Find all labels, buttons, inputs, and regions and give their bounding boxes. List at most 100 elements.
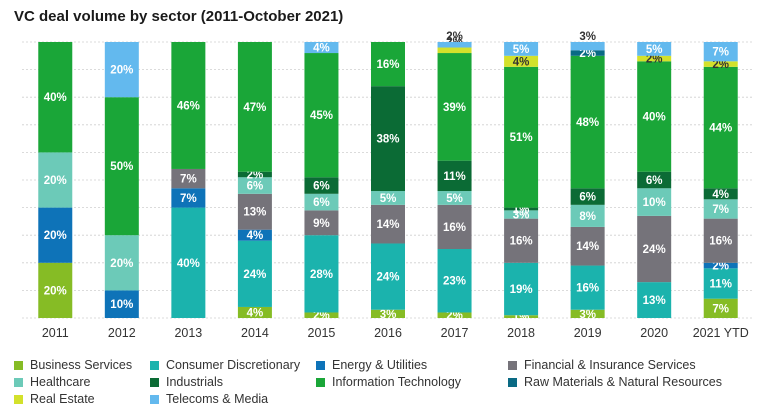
data-label: 40% — [643, 112, 666, 124]
data-label: 6% — [247, 181, 264, 193]
data-label: 3% — [380, 309, 397, 321]
x-tick-label: 2012 — [108, 326, 136, 340]
bar-segment — [504, 66, 539, 208]
legend-swatch — [150, 360, 159, 370]
bar-segment — [504, 262, 539, 316]
x-tick-label: 2015 — [308, 326, 336, 340]
data-label: 16% — [510, 236, 533, 248]
data-label: 7% — [180, 193, 197, 205]
bar-segment — [637, 61, 672, 172]
bar-segment — [504, 210, 539, 219]
bar-segment — [371, 86, 405, 192]
data-label: 40% — [44, 92, 67, 104]
data-label: 4% — [313, 43, 330, 55]
data-label: 10% — [110, 299, 133, 311]
legend-label: Financial & Insurance Services — [524, 358, 696, 372]
legend-label: Business Services — [30, 358, 133, 372]
bar-segment — [703, 268, 738, 299]
bar-segment — [703, 66, 738, 189]
bar-segment — [371, 204, 405, 244]
data-label: 19% — [510, 284, 533, 296]
bar-segment — [171, 168, 206, 189]
legend-item: Financial & Insurance Services — [508, 358, 696, 372]
bar-segment — [171, 188, 206, 208]
data-label: 4% — [712, 189, 729, 201]
legend-swatch — [508, 377, 517, 387]
data-label: 2% — [579, 48, 596, 60]
data-label: 20% — [44, 230, 67, 242]
bar-segment — [237, 306, 272, 318]
bar-segment — [703, 262, 738, 269]
data-label: 45% — [310, 110, 333, 122]
bar-segment — [637, 215, 672, 283]
bar-segment — [637, 42, 672, 56]
legend-label: Consumer Discretionary — [166, 358, 301, 372]
bar-segment — [104, 235, 139, 291]
legend-item: Healthcare — [14, 375, 90, 389]
x-tick-label: 2018 — [507, 326, 535, 340]
data-label: 23% — [443, 276, 466, 288]
data-label: 24% — [376, 272, 399, 284]
x-tick-label: 2016 — [374, 326, 402, 340]
legend-item: Information Technology — [316, 375, 461, 389]
legend-label: Energy & Utilities — [332, 358, 428, 372]
legend-item: Energy & Utilities — [316, 358, 427, 372]
data-label: 5% — [513, 44, 530, 56]
data-label: 5% — [446, 193, 463, 205]
bar-segment — [504, 42, 539, 56]
data-label: 14% — [376, 219, 399, 231]
legend-swatch — [150, 377, 159, 387]
data-label: 5% — [646, 44, 663, 56]
legend-swatch — [14, 377, 23, 387]
data-label: 6% — [646, 175, 663, 187]
bar-segment — [237, 177, 272, 194]
data-label: 4% — [513, 56, 530, 68]
x-tick-label: 2013 — [174, 326, 202, 340]
bar-segment — [237, 42, 272, 172]
bar-segment — [237, 193, 272, 230]
data-label: 8% — [579, 211, 596, 223]
data-label: 4% — [247, 307, 264, 319]
data-label: 20% — [44, 285, 67, 297]
data-label: 10% — [643, 197, 666, 209]
bar-segment — [104, 42, 139, 98]
data-label: 44% — [709, 123, 732, 135]
bar-segment — [570, 309, 605, 318]
bar-segment — [437, 312, 472, 318]
bar-segment — [38, 152, 73, 208]
legend-swatch — [14, 360, 23, 370]
bar-segment — [437, 160, 472, 192]
bar-segment — [570, 188, 605, 205]
data-label: 24% — [643, 244, 666, 256]
legend-swatch — [150, 394, 159, 404]
bar-segment — [570, 42, 605, 51]
data-label: 3% — [513, 210, 530, 222]
bar-segment — [637, 188, 672, 216]
legend-label: Raw Materials & Natural Resources — [524, 375, 722, 389]
data-label: 46% — [177, 100, 200, 112]
legend-item: Real Estate — [14, 392, 95, 406]
bar-segment — [437, 204, 472, 249]
bar-segment — [703, 298, 738, 318]
data-label: 2% — [446, 31, 463, 43]
data-label: 2% — [712, 261, 729, 273]
data-label: 48% — [576, 117, 599, 129]
bar-segment — [104, 290, 139, 318]
bar-segment — [637, 171, 672, 189]
data-label: 3% — [579, 309, 596, 321]
bar-segment — [237, 240, 272, 307]
bar-segment — [371, 191, 405, 205]
legend-item: Consumer Discretionary — [150, 358, 300, 372]
bar-segment — [504, 207, 539, 211]
bar-segment — [570, 265, 605, 310]
bar-segment — [703, 188, 738, 200]
bar-segment — [504, 218, 539, 263]
legend-item: Telecoms & Media — [150, 392, 268, 406]
bar-segment — [703, 61, 738, 67]
bar-segment — [304, 177, 339, 194]
bar-segment — [570, 50, 605, 56]
bar-segment — [38, 207, 73, 263]
bar-segment — [703, 199, 738, 219]
bar-segment — [38, 262, 73, 318]
data-label: 11% — [443, 171, 465, 183]
